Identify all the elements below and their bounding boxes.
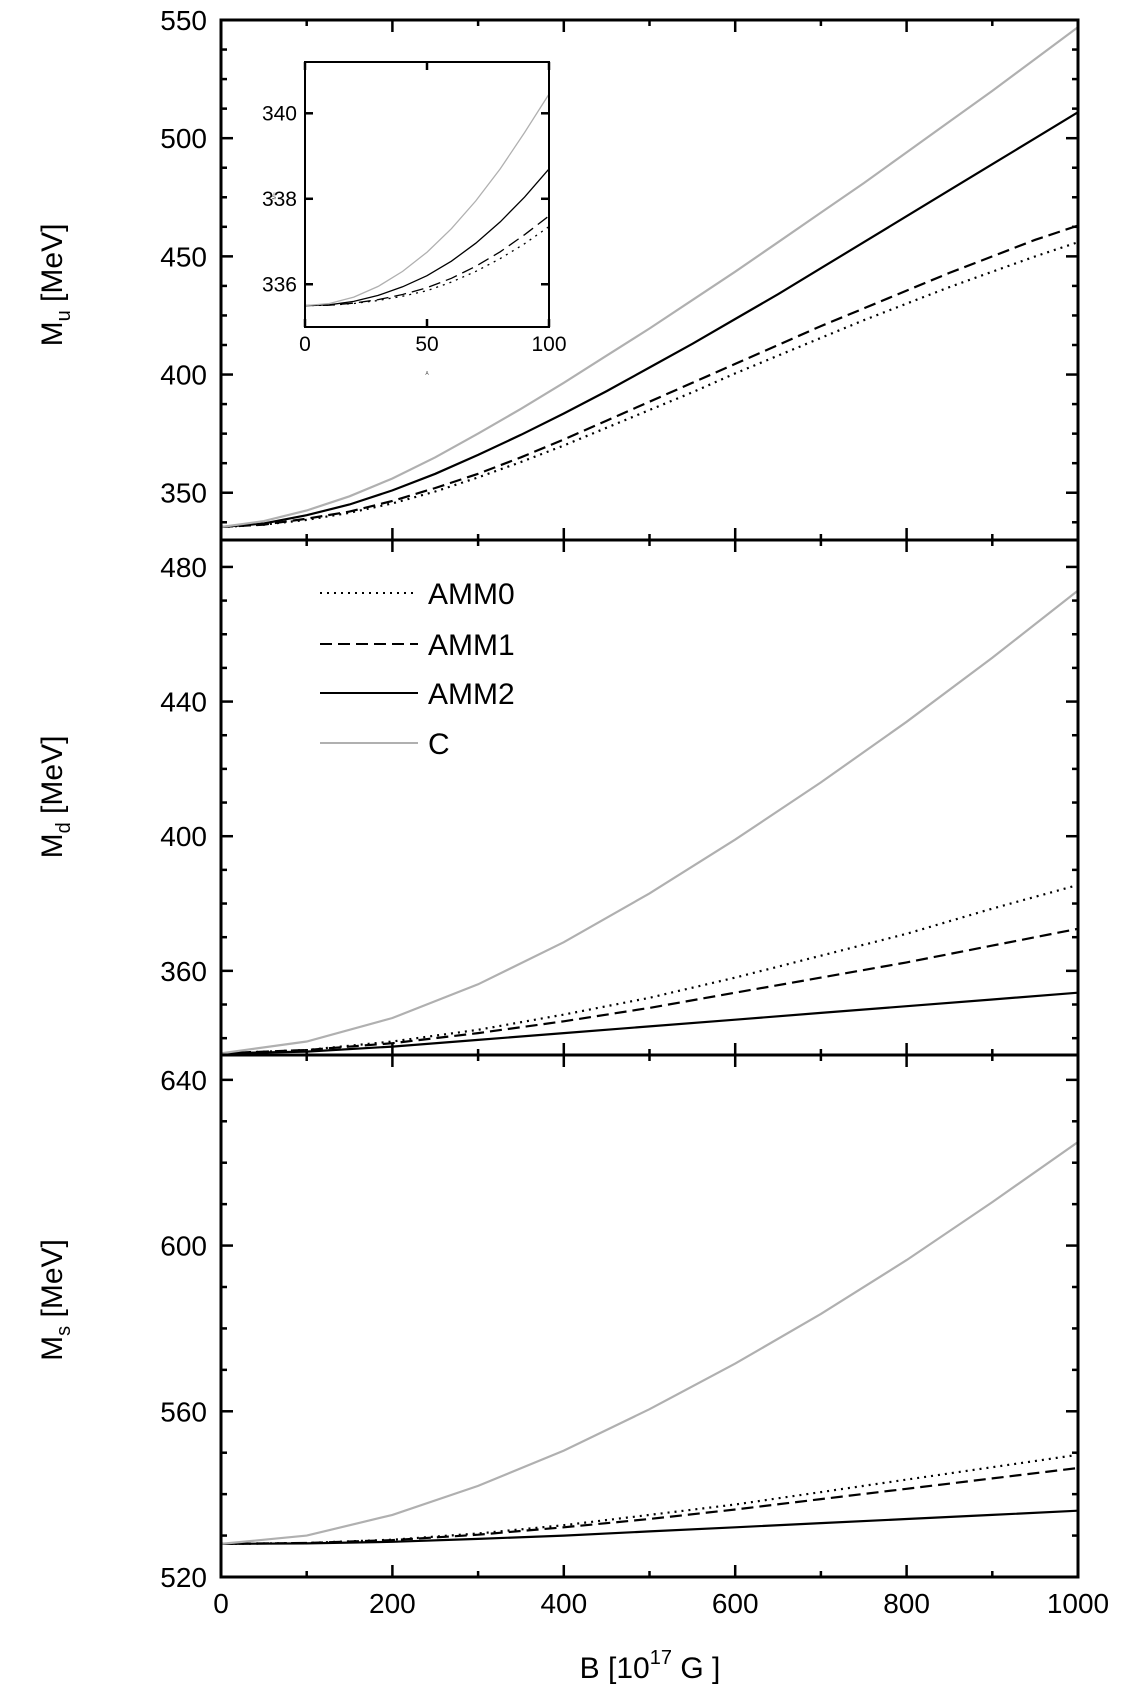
middle-series-c-line xyxy=(220,589,1079,1055)
legend-label-amm2: AMM2 xyxy=(428,678,515,711)
top-ytick-label: 350 xyxy=(160,478,207,509)
top-ytick-label: 400 xyxy=(160,360,207,391)
middle-series-amm1-line xyxy=(220,927,1079,1055)
inset-ytick-label: 338 xyxy=(262,188,297,211)
bottom-ytick-label: 640 xyxy=(160,1065,207,1096)
bottom-series-amm2-line xyxy=(220,1509,1079,1546)
bottom-xtick-label: 800 xyxy=(883,1588,930,1619)
bottom-series-c-line xyxy=(220,1141,1079,1545)
bottom-ylabel-unit: [MeV] xyxy=(36,1239,69,1326)
top-ytick-label: 500 xyxy=(160,123,207,154)
bottom-ytick-label: 520 xyxy=(160,1562,207,1593)
top-ylabel: Mu [MeV] xyxy=(36,224,75,347)
top-series-amm1-line xyxy=(220,224,1079,529)
panel-bottom: 0 200 400 600 800 1000 520 560 600 640 Ms [MeV] B… xyxy=(36,1053,1109,1685)
top-ylabel-sub: u xyxy=(53,310,75,321)
top-ylabel-main: M xyxy=(36,321,69,346)
middle-ticks: 360 400 440 480 xyxy=(160,540,1080,1055)
middle-ytick-label: 440 xyxy=(160,687,207,718)
legend-label-c: C xyxy=(428,728,450,761)
inset-ticks: 0 50 100 336 338 340 xyxy=(262,62,567,356)
middle-ylabel-unit: [MeV] xyxy=(36,736,69,823)
middle-ytick-label: 480 xyxy=(160,552,207,583)
top-series-c-line xyxy=(220,26,1079,529)
bottom-xlabel-pre: B [10 xyxy=(580,1652,650,1685)
bottom-ylabel-sub: s xyxy=(53,1326,75,1336)
bottom-series-amm1-line xyxy=(220,1466,1079,1545)
inset-xtick-label: 0 xyxy=(299,333,311,356)
panel-middle: 360 400 440 480 Md [MeV] xyxy=(36,538,1080,1057)
inset-ytick-label: 336 xyxy=(262,273,297,296)
middle-ylabel: Md [MeV] xyxy=(36,736,75,859)
top-ylabel-unit: [MeV] xyxy=(36,224,69,311)
bottom-ylabel: Ms [MeV] xyxy=(36,1239,75,1361)
bottom-ylabel-main: M xyxy=(36,1336,69,1361)
middle-plot-frame xyxy=(219,538,1080,1057)
middle-ytick-label: 360 xyxy=(160,956,207,987)
top-series-amm2-line xyxy=(220,111,1079,529)
inset-ylabel: Mu xyxy=(272,192,278,199)
bottom-ytick-label: 600 xyxy=(160,1231,207,1262)
inset-series-amm2-line xyxy=(304,168,550,307)
legend-label-amm1: AMM1 xyxy=(428,629,515,662)
bottom-curves xyxy=(220,1141,1079,1546)
middle-ytick-label: 400 xyxy=(160,821,207,852)
inset-plot-frame xyxy=(304,61,550,328)
bottom-xtick-label: 400 xyxy=(540,1588,587,1619)
middle-series-amm0-line xyxy=(220,883,1079,1055)
legend: AMM0 AMM1 AMM2 C xyxy=(320,578,515,761)
inset-curves xyxy=(304,93,550,307)
bottom-xtick-label: 600 xyxy=(712,1588,759,1619)
bottom-xlabel: B [1017 G ] xyxy=(580,1647,721,1685)
bottom-ytick-label: 560 xyxy=(160,1396,207,1427)
inset-xtick-label: 50 xyxy=(415,333,438,356)
bottom-xtick-label: 200 xyxy=(369,1588,416,1619)
top-curves xyxy=(220,26,1079,529)
inset-series-c-line xyxy=(304,93,550,307)
middle-series-amm2-line xyxy=(220,991,1079,1055)
inset-series-amm1-line xyxy=(304,215,550,307)
bottom-plot-frame xyxy=(219,1053,1080,1579)
bottom-ticks: 0 200 400 600 800 1000 520 560 600 640 xyxy=(160,1055,1109,1619)
panel-top-inset: 0 50 100 336 338 340 A Mu xyxy=(262,61,567,377)
top-ytick-label: 450 xyxy=(160,241,207,272)
bottom-xtick-label: 0 xyxy=(213,1588,229,1619)
middle-ylabel-sub: d xyxy=(53,822,75,833)
inset-xtick-label: 100 xyxy=(531,333,566,356)
bottom-xlabel-post: G ] xyxy=(672,1652,720,1685)
inset-background xyxy=(305,62,549,327)
middle-ylabel-main: M xyxy=(36,833,69,858)
top-ytick-label: 550 xyxy=(160,5,207,36)
inset-xlabel: A xyxy=(425,371,429,377)
legend-label-amm0: AMM0 xyxy=(428,578,515,611)
inset-ytick-label: 340 xyxy=(262,102,297,125)
bottom-xlabel-sup: 17 xyxy=(650,1647,672,1669)
bottom-xtick-label: 1000 xyxy=(1047,1588,1109,1619)
middle-curves xyxy=(220,589,1079,1055)
